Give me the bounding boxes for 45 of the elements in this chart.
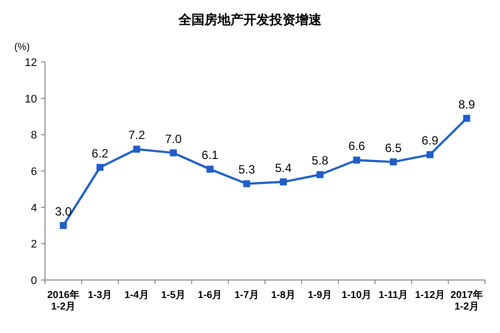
x-tick-label: 1-7月 [234, 290, 259, 301]
data-label: 5.4 [274, 160, 292, 175]
data-label: 7.0 [164, 132, 182, 146]
data-label: 5.3 [238, 162, 256, 177]
data-label: 6.9 [422, 134, 439, 148]
y-tick-label: 0 [30, 275, 37, 287]
data-label: 7.2 [128, 128, 146, 142]
point [316, 171, 324, 178]
x-tick-label: 1-11月 [378, 290, 408, 301]
y-tick-label: 10 [24, 93, 37, 106]
data-label: 5.8 [312, 154, 329, 168]
point [243, 180, 250, 188]
y-tick-label: 2 [30, 238, 37, 251]
x-tick-label: 1-5月 [161, 290, 186, 301]
y-tick-label: 12 [24, 57, 37, 69]
point [463, 114, 470, 122]
point [133, 146, 140, 153]
x-tick-label: 1-8月 [271, 290, 296, 301]
x-tick-label: 1-9月 [308, 290, 332, 301]
x-tick-label: 1-10月 [342, 290, 372, 301]
y-tick-label: 4 [30, 202, 37, 214]
data-label: 6.2 [92, 146, 109, 160]
data-label: 3.0 [54, 204, 72, 218]
x-tick-label: 2017年 1-2月 [450, 289, 483, 312]
y-tick-label: 8 [30, 130, 37, 142]
data-label: 6.1 [202, 148, 219, 162]
point [206, 166, 214, 173]
y-axis-title: (%) [14, 42, 30, 53]
chart-title: 全国房地产开发投资增速 [178, 12, 322, 27]
point [426, 151, 434, 158]
x-tick-label: 1-12月 [414, 290, 446, 301]
y-tick-label: 6 [30, 166, 37, 178]
point [353, 156, 360, 164]
data-label: 6.5 [384, 140, 402, 155]
data-label: 8.9 [458, 97, 476, 112]
x-tick-label: 1-6月 [198, 290, 222, 301]
point [60, 222, 67, 229]
x-tick-label: 1-4月 [124, 290, 149, 301]
x-tick-label: 2016年 1-2月 [47, 289, 80, 312]
point [390, 158, 397, 166]
point [280, 178, 287, 186]
point [96, 164, 104, 171]
data-label: 6.6 [348, 139, 366, 154]
x-tick-label: 1-3月 [88, 290, 112, 301]
point [170, 149, 177, 156]
